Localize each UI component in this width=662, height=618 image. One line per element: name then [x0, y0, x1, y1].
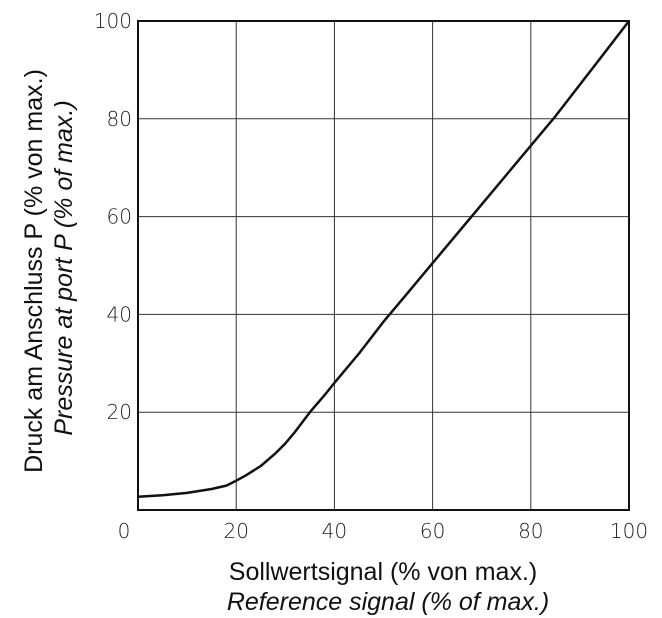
x-tick-label: 80 — [518, 519, 543, 543]
series-line-1 — [137, 20, 630, 499]
x-axis-label-secondary: Reference signal (% of max.) — [227, 588, 549, 616]
x-tick-labels: 0 20 40 60 80 100 — [118, 519, 648, 543]
y-tick-label: 20 — [107, 400, 132, 424]
x-tick-label: 60 — [420, 519, 445, 543]
series-layer — [137, 20, 630, 499]
y-tick-labels: 20 40 60 80 100 — [94, 9, 132, 424]
x-tick-label: 20 — [223, 519, 248, 543]
plot-frame — [137, 20, 630, 511]
x-tick-label: 40 — [322, 519, 347, 543]
x-axis-label: Sollwertsignal (% von max.) — [229, 558, 537, 586]
y-tick-label: 100 — [94, 9, 132, 33]
y-tick-label: 40 — [107, 302, 132, 326]
x-tick-label: 0 — [118, 519, 131, 543]
y-axis-label-secondary: Pressure at port P (% of max.) — [50, 100, 78, 435]
y-tick-label: 80 — [107, 107, 132, 131]
grid — [138, 21, 629, 510]
y-axis-label: Druck am Anschluss P (% von max.) — [20, 69, 48, 473]
y-tick-label: 60 — [107, 205, 132, 229]
x-tick-label: 100 — [610, 519, 648, 543]
